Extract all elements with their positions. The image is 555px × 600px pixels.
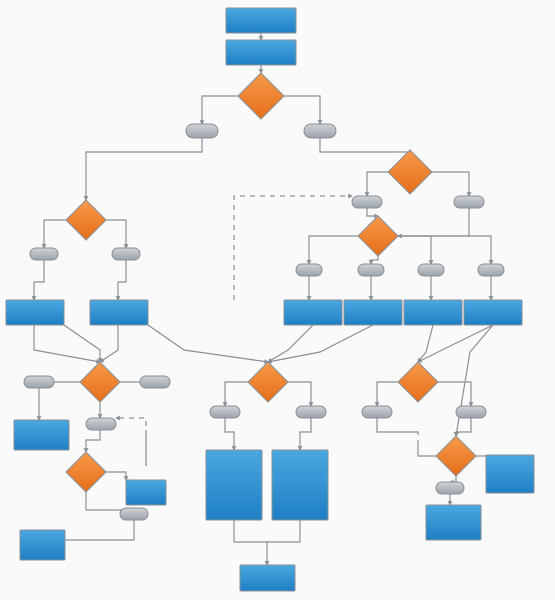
connector-pill [112,248,140,260]
flow-edge [225,418,234,450]
process-node [20,530,65,560]
flow-edge [438,382,471,406]
decision-node [238,73,284,119]
connector-pill [24,376,54,388]
connector-pill [120,508,148,520]
process-node [6,300,64,325]
flow-edge [398,236,431,264]
process-node [284,300,342,325]
decision-node [66,200,106,240]
connector-pill [186,124,218,138]
process-node [206,450,262,520]
flow-edge [34,260,44,300]
flowchart-canvas [0,0,555,600]
decision-node [436,436,476,476]
connector-pill [456,406,486,418]
decision-node [398,362,438,402]
process-node [486,455,534,493]
process-node [464,300,522,325]
connector-pill [436,482,464,494]
flow-edge [418,325,493,362]
flow-edge [418,440,436,456]
flow-edge [86,138,202,200]
flow-edge [450,476,456,482]
flow-edge [234,520,267,565]
process-node [226,8,296,33]
process-node [126,480,166,505]
flow-edge [398,236,491,264]
process-node [272,450,328,520]
process-node [426,505,481,540]
flow-edge [234,196,352,300]
flow-edge [268,325,313,362]
decision-node [66,452,106,492]
flow-edge [367,208,378,216]
connector-pill [30,248,58,260]
connector-pill [140,376,170,388]
flow-edge [418,325,433,362]
process-node [90,300,148,325]
connector-pill [418,264,444,276]
connector-pill [296,406,326,418]
flow-edge [309,236,358,264]
flow-edge [268,325,373,362]
decision-node [248,362,288,402]
flow-edge [118,260,126,300]
flow-edge [106,472,126,480]
flow-edge [225,382,248,406]
connector-pill [304,124,336,138]
decision-node [80,362,120,402]
connector-pill [210,406,240,418]
flow-edge [377,382,398,406]
flow-edge [148,325,268,362]
flow-edge [100,325,118,362]
flow-edge [377,418,418,435]
process-node [14,420,69,450]
flow-edge [284,96,320,124]
process-node [240,565,295,591]
shapes-layer [6,8,534,591]
flow-edge [44,220,66,248]
flow-edge [367,172,388,196]
flow-edge [106,220,126,248]
connector-pill [358,264,384,276]
flow-edge [288,382,311,406]
flow-edge [398,208,469,236]
flow-edge [371,256,378,264]
connector-pill [352,196,382,208]
connector-pill [86,418,116,430]
connector-pill [454,196,484,208]
flow-edge [300,418,311,450]
process-node [404,300,462,325]
flow-edge [320,138,410,152]
connector-pill [362,406,392,418]
connector-pill [296,264,322,276]
flow-edge [202,96,238,124]
decision-node [358,216,398,256]
flow-edge [267,520,300,542]
flow-edge [116,418,146,466]
flow-edge [86,430,100,452]
decision-node [388,150,432,194]
flow-edge [456,325,493,436]
connector-pill [478,264,504,276]
flow-edge [476,455,486,456]
flow-edge [432,172,469,196]
process-node [344,300,402,325]
process-node [226,40,296,65]
